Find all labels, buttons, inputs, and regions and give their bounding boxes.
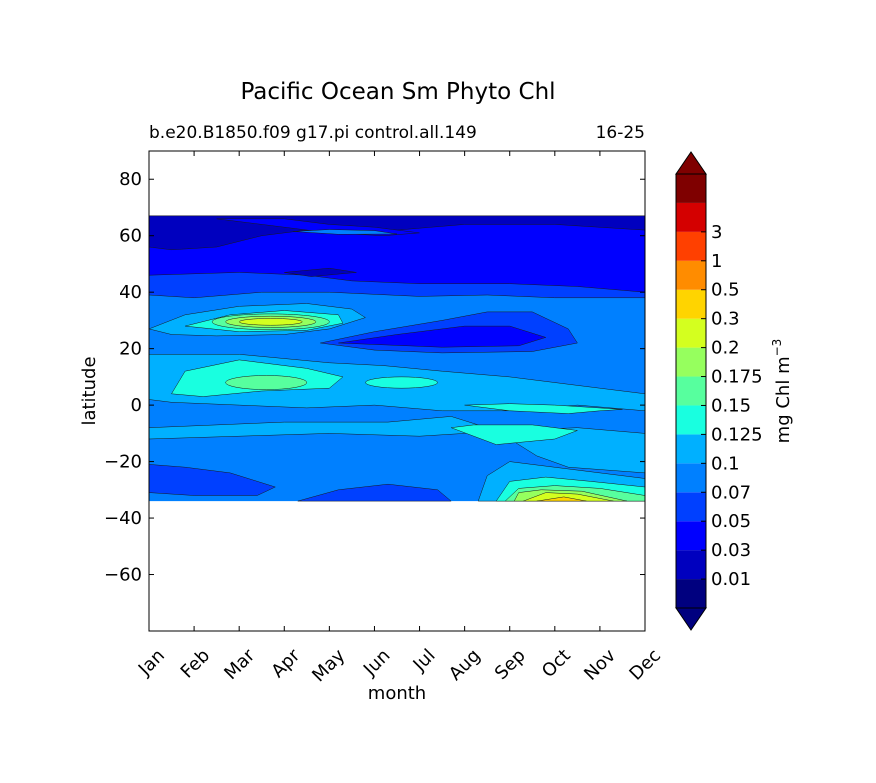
colorbar-segment xyxy=(676,434,706,464)
y-tick-label: 60 xyxy=(119,226,142,247)
colorbar-segment xyxy=(676,550,706,580)
contour-equator-015-c xyxy=(464,403,623,414)
chart-subtitle-right: 16-25 xyxy=(596,123,645,143)
x-tick-label: Jun xyxy=(359,645,394,680)
contour-north-005 xyxy=(149,215,645,293)
x-tick-label: Jul xyxy=(409,645,440,676)
colorbar-segment xyxy=(676,318,706,348)
contour-field xyxy=(149,215,645,502)
x-tick-label: Oct xyxy=(538,645,575,682)
colorbar-segment xyxy=(676,579,706,608)
contour-austral-05 xyxy=(536,496,587,502)
chart-subtitle-left: b.e20.B1850.f09 g17.pi control.all.149 xyxy=(149,123,477,143)
x-tick-label: Sep xyxy=(491,645,530,684)
x-axis-label: month xyxy=(368,683,426,704)
colorbar-tick-label: 0.01 xyxy=(711,569,751,590)
colorbar-tick-label: 0.3 xyxy=(711,309,740,330)
colorbar-segment xyxy=(676,174,706,203)
y-tick-label: 0 xyxy=(131,395,142,416)
colorbar-label-exponent: −3 xyxy=(770,339,784,357)
colorbar-segment xyxy=(676,289,706,319)
y-tick-label: 80 xyxy=(119,169,142,190)
plot-frame xyxy=(148,150,646,632)
colorbar-segment xyxy=(676,521,706,551)
colorbar-label-text: mg Chl m xyxy=(773,356,794,443)
x-tick-label: Dec xyxy=(626,645,665,684)
y-tick-label: 40 xyxy=(119,282,142,303)
x-tick-label: Nov xyxy=(580,645,620,685)
x-tick-label: Mar xyxy=(220,645,259,684)
contour-north-003-patch xyxy=(284,267,357,277)
colorbar-segment xyxy=(676,405,706,435)
y-tick-label: −60 xyxy=(104,565,142,586)
colorbar-segment xyxy=(676,202,706,232)
contour-equator-015-b xyxy=(365,376,438,389)
y-tick-label: −40 xyxy=(104,508,142,529)
colorbar-tick-label: 0.15 xyxy=(711,395,751,416)
colorbar: 0.01 0.03 0.05 0.07 0.1 0.125 0.15 0.175 0.2 0.3 0… xyxy=(675,151,763,631)
colorbar-tick-label: 0.5 xyxy=(711,280,740,301)
y-tick-label: −20 xyxy=(104,452,142,473)
contour-equator-0175 xyxy=(225,375,308,390)
x-tick-label: Feb xyxy=(177,645,214,682)
colorbar-segment xyxy=(676,492,706,522)
colorbar-segment xyxy=(676,231,706,261)
colorbar-tick-label: 0.2 xyxy=(711,338,740,359)
contour-south-007-mid xyxy=(297,483,452,502)
contour-gyre-005 xyxy=(338,325,547,348)
y-axis-label: latitude xyxy=(79,356,100,425)
colorbar-tick-label: 1 xyxy=(711,251,722,272)
colorbar-tick-label: 0.1 xyxy=(711,453,740,474)
colorbar-tick-label: 0.125 xyxy=(711,424,763,445)
plot-area xyxy=(149,151,645,631)
y-tick-label: 20 xyxy=(119,339,142,360)
colorbar-tick-label: 0.07 xyxy=(711,482,751,503)
x-tick-label: Apr xyxy=(267,645,304,682)
colorbar-over-arrow xyxy=(675,151,707,175)
y-axis: 80 60 40 20 0 −20 −40 −60 xyxy=(104,169,645,586)
colorbar-label: mg Chl m−3 xyxy=(770,339,794,444)
colorbar-frame xyxy=(675,173,707,609)
colorbar-segment xyxy=(676,260,706,290)
contour-south-007-west xyxy=(149,464,276,496)
x-tick-label: Aug xyxy=(445,645,485,685)
colorbar-segment xyxy=(676,347,706,377)
contour-bloom-03 xyxy=(238,318,303,326)
colorbar-segment xyxy=(676,376,706,406)
x-tick-label: May xyxy=(308,645,349,686)
colorbar-tick-label: 3 xyxy=(711,222,722,243)
contour-tongue-015 xyxy=(450,424,578,445)
colorbar-tick-label: 0.05 xyxy=(711,511,751,532)
contour-north-01-streak xyxy=(293,229,398,235)
chart-title: Pacific Ocean Sm Phyto Chl xyxy=(240,79,555,105)
x-tick-label: Jan xyxy=(134,645,169,680)
colorbar-under-arrow xyxy=(675,607,707,631)
colorbar-tick-label: 0.03 xyxy=(711,540,751,561)
colorbar-tick-label: 0.175 xyxy=(711,367,763,388)
colorbar-segment xyxy=(676,463,706,493)
